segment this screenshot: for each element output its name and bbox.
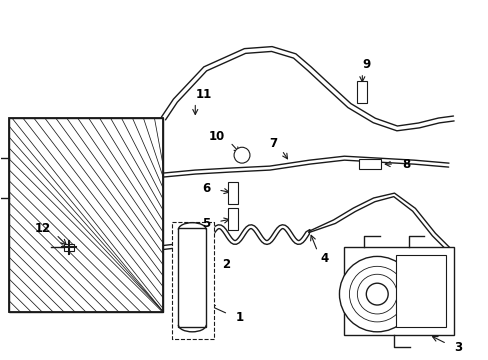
Bar (178, 228, 206, 327)
Text: 12: 12 (34, 222, 50, 235)
Bar (359, 159, 381, 169)
Circle shape (339, 256, 414, 332)
Text: 8: 8 (401, 158, 409, 171)
Text: 10: 10 (208, 130, 224, 143)
Text: 6: 6 (202, 182, 210, 195)
Bar (395, 255, 445, 327)
Text: 9: 9 (362, 58, 370, 71)
Text: 11: 11 (195, 88, 211, 101)
Text: 4: 4 (320, 252, 328, 265)
Text: 7: 7 (269, 137, 277, 150)
Bar (227, 208, 238, 230)
Bar (64, 243, 74, 251)
Bar (9, 118, 163, 312)
Text: 5: 5 (202, 217, 210, 230)
Bar (227, 182, 238, 204)
Bar (344, 247, 453, 335)
Bar (9, 118, 163, 312)
Text: 2: 2 (222, 258, 230, 271)
Circle shape (366, 283, 387, 305)
Text: 3: 3 (453, 341, 461, 354)
Bar (357, 81, 366, 103)
Circle shape (234, 147, 249, 163)
Text: 1: 1 (235, 311, 243, 324)
Bar (172, 222, 214, 339)
